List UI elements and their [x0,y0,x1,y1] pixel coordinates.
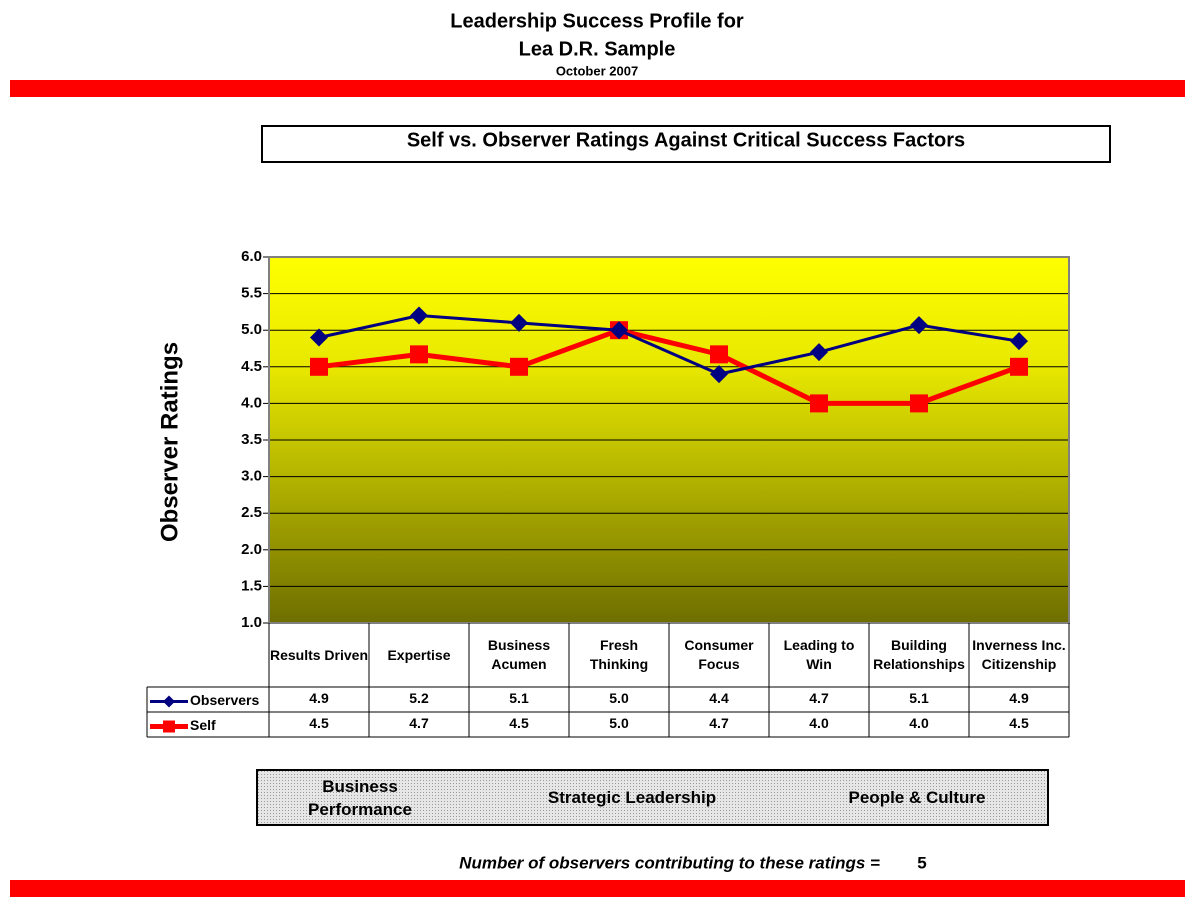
group-label: People & Culture [848,788,986,807]
marker [310,357,328,376]
y-tick-label: 1.5 [241,577,262,594]
report-subject: Lea D.R. Sample [519,38,676,60]
y-tick-label: 3.0 [241,468,262,485]
footer-label: Number of observers contributing to thes… [459,853,880,872]
group-label-box: People & Culture [848,788,986,807]
chart-title-box [261,125,1111,163]
category-label-box: Leading to Win [783,637,855,672]
series-line [318,314,1020,376]
legend-label: Observers [190,692,259,708]
category-label: Expertise [387,646,451,663]
marker [310,328,328,347]
marker [910,316,928,335]
category-label: Consumer Focus [684,637,754,672]
y-tick-label: 3.5 [241,431,262,448]
y-tick-label: 2.0 [241,541,262,558]
group-label: Business Performance [308,776,412,819]
group-box [256,769,1049,826]
legend-marker [163,720,175,733]
table-value: 4.5 [309,715,329,731]
table-value: 4.7 [809,690,829,706]
category-label: Building Relationships [873,637,965,672]
footer-value: 5 [917,853,926,872]
category-label-box: Business Acumen [487,637,551,672]
y-tick-label: 6.0 [241,248,262,265]
marker [1010,357,1028,376]
red-band [10,880,1185,897]
category-label: Inverness Inc. Citizenship [972,637,1066,672]
y-axis-title: Observer Ratings [156,342,183,542]
report-title: Leadership Success Profile for [450,10,744,32]
category-label-box: Building Relationships [873,637,965,672]
marker [610,321,628,340]
table-value: 5.2 [409,690,429,706]
table-value: 5.0 [609,715,629,731]
marker [1010,332,1028,351]
table-value: 5.0 [609,690,629,706]
y-tick-label: 5.0 [241,321,262,338]
table-value: 5.1 [509,690,529,706]
table-value: 4.0 [809,715,829,731]
table-value: 4.5 [509,715,529,731]
table-value: 4.9 [309,690,329,706]
marker [710,365,728,384]
category-label: Leading to Win [783,637,855,672]
y-tick-label: 4.5 [241,358,262,375]
category-label-box: Inverness Inc. Citizenship [972,637,1066,672]
y-tick-label: 1.0 [241,614,262,631]
marker [510,357,528,376]
y-tick-label: 5.5 [241,285,262,302]
marker [510,313,528,332]
marker [910,394,928,413]
category-label-box: Consumer Focus [684,637,754,672]
table-value: 4.5 [1009,715,1029,731]
marker [410,306,428,325]
table-value: 4.9 [1009,690,1029,706]
marker [410,345,428,364]
table-value: 5.1 [909,690,929,706]
category-label-box: Results Driven [269,646,369,663]
group-label: Strategic Leadership [547,788,717,807]
marker [710,345,728,364]
marker [810,343,828,362]
group-label-box: Business Performance [308,776,412,819]
series-line [318,327,1020,406]
category-label-box: Fresh Thinking [589,637,649,672]
y-tick-label: 2.5 [241,504,262,521]
report-date: October 2007 [556,63,638,78]
y-tick-label: 4.0 [241,394,262,411]
category-label-box: Expertise [387,646,451,663]
marker [810,394,828,413]
category-label: Fresh Thinking [589,637,649,672]
table-value: 4.0 [909,715,929,731]
group-label-box: Strategic Leadership [547,788,717,807]
chart-title: Self vs. Observer Ratings Against Critic… [407,129,965,151]
legend-marker [163,695,175,708]
table-value: 4.7 [709,715,729,731]
category-label: Business Acumen [487,637,551,672]
red-band [10,80,1185,97]
table-value: 4.7 [409,715,429,731]
table-value: 4.4 [709,690,729,706]
category-label: Results Driven [269,646,369,663]
legend-label: Self [190,717,216,733]
